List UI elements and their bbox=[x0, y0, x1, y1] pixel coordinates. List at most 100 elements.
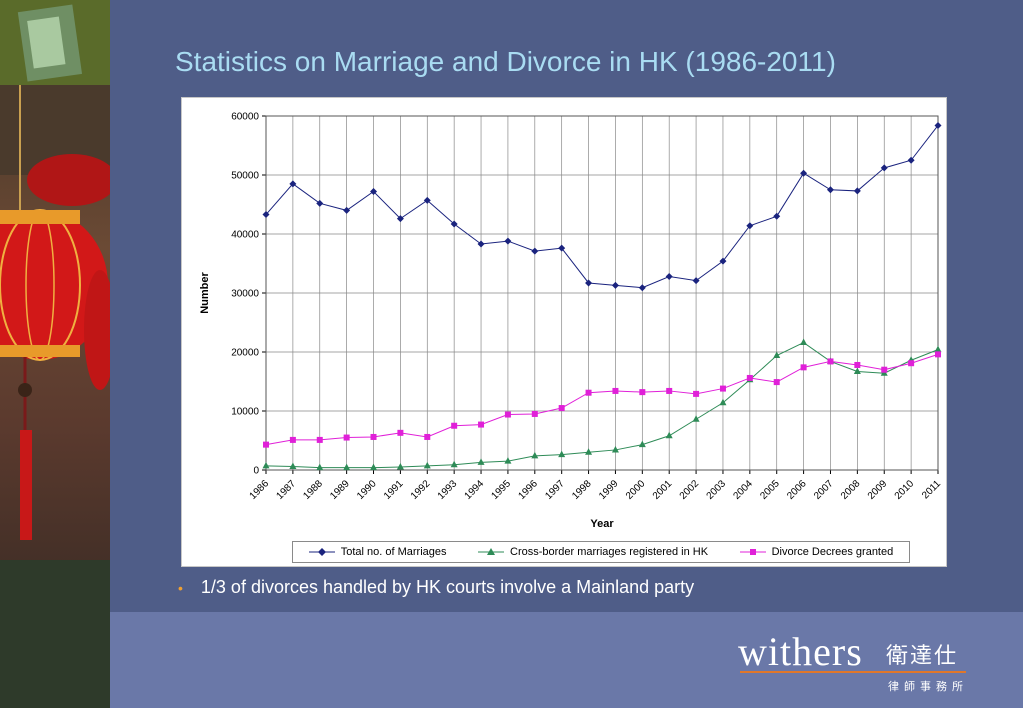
x-tick-label: 1987 bbox=[274, 478, 298, 502]
series-line bbox=[265, 353, 939, 446]
data-point bbox=[612, 387, 619, 394]
data-point bbox=[451, 422, 458, 429]
x-tick-label: 2002 bbox=[678, 478, 702, 502]
data-point bbox=[934, 345, 942, 353]
data-point bbox=[396, 463, 404, 470]
x-tick-label: 1996 bbox=[516, 478, 540, 502]
chart-panel: 0 10000 20000 30000 40000 50000 60000 1986 1987 1… bbox=[181, 97, 947, 567]
x-tick-label: 1986 bbox=[248, 478, 272, 502]
withers-logo: withers 衛達仕 律師事務所 bbox=[738, 628, 968, 698]
data-point bbox=[639, 389, 646, 396]
data-point bbox=[289, 462, 297, 469]
x-tick-label: 2001 bbox=[651, 478, 675, 502]
x-tick-label: 2005 bbox=[758, 478, 782, 502]
brand-name: withers bbox=[738, 629, 863, 674]
data-point bbox=[692, 415, 700, 422]
data-point bbox=[666, 387, 673, 394]
data-point bbox=[450, 220, 458, 228]
data-point bbox=[773, 351, 781, 359]
x-tick-label: 1995 bbox=[490, 478, 514, 502]
x-tick-label: 1992 bbox=[409, 478, 433, 502]
y-tick-label: 10000 bbox=[231, 407, 259, 418]
data-point bbox=[477, 240, 485, 248]
brand-chinese-name: 衛達仕 bbox=[886, 644, 959, 669]
data-point bbox=[826, 186, 834, 194]
data-point bbox=[370, 433, 377, 440]
brand-subtitle: 律師事務所 bbox=[888, 680, 968, 693]
data-point bbox=[638, 440, 646, 448]
data-point bbox=[262, 211, 270, 219]
x-tick-label: 2010 bbox=[893, 478, 917, 502]
data-point bbox=[665, 431, 673, 439]
data-point bbox=[478, 421, 485, 428]
lantern-photo bbox=[0, 0, 110, 708]
x-tick-label: 1994 bbox=[463, 478, 487, 502]
diamond-marker-icon bbox=[308, 548, 335, 556]
x-tick-label: 1997 bbox=[543, 478, 567, 502]
data-point bbox=[853, 367, 861, 374]
data-point bbox=[289, 180, 297, 188]
bullet-text: 1/3 of divorces handled by HK courts inv… bbox=[200, 577, 695, 597]
data-point bbox=[450, 460, 458, 468]
x-tick-label: 2008 bbox=[839, 478, 863, 502]
legend-entry-cross-border: Cross-border marriages registered in HK bbox=[478, 546, 708, 558]
data-point bbox=[316, 436, 323, 443]
legend-label: Cross-border marriages registered in HK bbox=[510, 546, 709, 558]
data-point bbox=[558, 450, 566, 458]
data-point bbox=[773, 379, 780, 386]
x-tick-label: 2003 bbox=[705, 478, 729, 502]
data-point bbox=[880, 164, 888, 172]
brand-divider bbox=[740, 671, 966, 673]
plot-area-frame bbox=[265, 115, 939, 471]
y-tick-label: 60000 bbox=[231, 112, 259, 123]
x-tick-label: 2006 bbox=[785, 478, 809, 502]
data-point bbox=[800, 169, 808, 177]
data-point bbox=[773, 212, 781, 220]
data-point bbox=[396, 215, 404, 223]
data-point bbox=[693, 390, 700, 397]
x-tick-label: 1990 bbox=[355, 478, 379, 502]
data-point bbox=[585, 279, 593, 287]
data-point bbox=[558, 244, 566, 252]
data-point bbox=[477, 458, 485, 465]
data-point bbox=[853, 187, 861, 195]
data-point bbox=[343, 434, 350, 441]
y-tick-label: 0 bbox=[253, 466, 259, 477]
lantern-illustration bbox=[0, 0, 110, 708]
data-point bbox=[531, 410, 538, 417]
series-line bbox=[265, 125, 939, 289]
y-axis-title: Number bbox=[199, 272, 211, 314]
data-point bbox=[343, 206, 351, 214]
triangle-marker-icon bbox=[478, 548, 504, 555]
data-point bbox=[289, 436, 296, 443]
data-point bbox=[423, 196, 431, 204]
data-point bbox=[343, 463, 351, 471]
data-point bbox=[611, 445, 619, 453]
series-line bbox=[265, 341, 939, 469]
x-axis-title: Year bbox=[590, 518, 614, 530]
data-point bbox=[907, 156, 915, 164]
data-point bbox=[638, 284, 646, 292]
slide-title: Statistics on Marriage and Divorce in HK… bbox=[175, 46, 836, 77]
data-point bbox=[934, 121, 942, 129]
data-point bbox=[800, 364, 807, 371]
data-point bbox=[370, 188, 378, 196]
y-tick-label: 20000 bbox=[231, 348, 259, 359]
data-point bbox=[585, 448, 593, 455]
bullet-point: • 1/3 of divorces handled by HK courts i… bbox=[178, 577, 978, 598]
bullet-icon: • bbox=[178, 579, 183, 596]
data-point bbox=[585, 389, 592, 396]
square-marker-icon bbox=[739, 549, 766, 555]
x-tick-label: 2004 bbox=[731, 478, 755, 502]
data-point bbox=[935, 351, 941, 358]
data-point bbox=[719, 385, 726, 392]
data-point bbox=[370, 463, 378, 471]
x-tick-label: 2011 bbox=[920, 478, 943, 501]
y-tick-label: 50000 bbox=[231, 171, 259, 182]
data-point bbox=[665, 272, 673, 280]
chart-gridlines bbox=[265, 115, 939, 471]
data-point bbox=[423, 461, 431, 469]
y-tick-label: 40000 bbox=[231, 230, 259, 241]
